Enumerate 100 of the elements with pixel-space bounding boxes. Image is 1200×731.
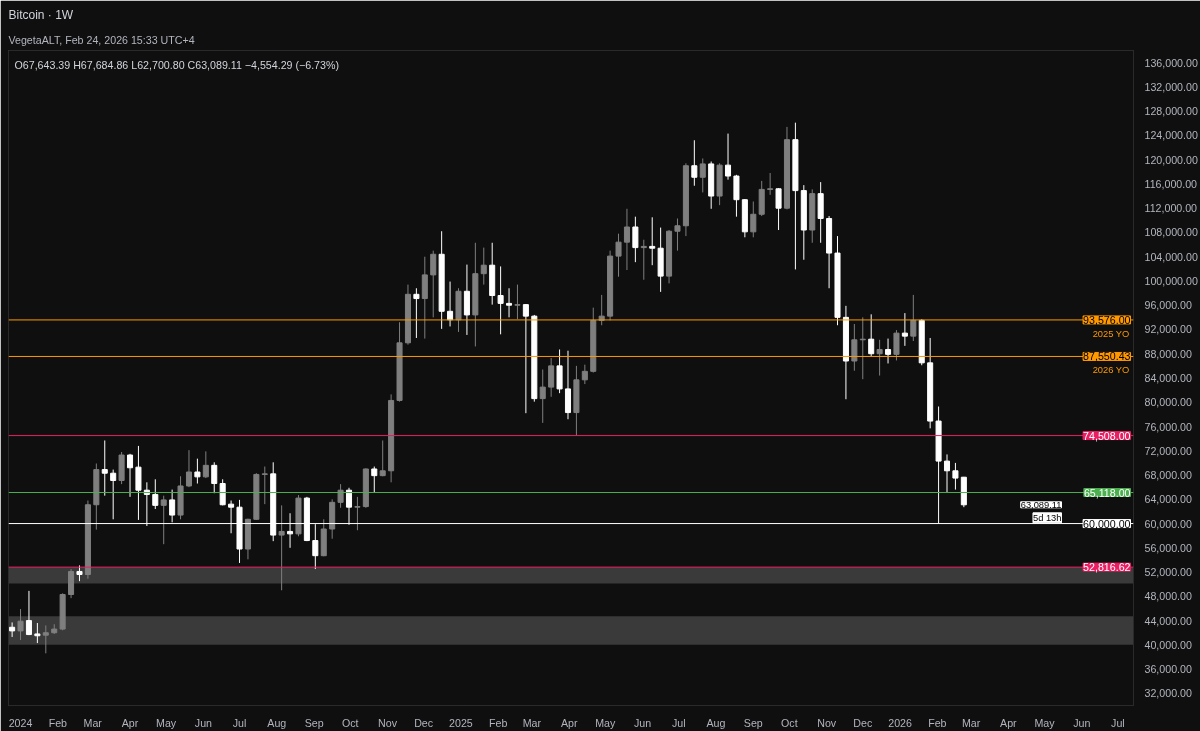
x-tick-label: Apr — [560, 716, 578, 729]
candlestick — [885, 338, 892, 364]
candlestick — [160, 495, 167, 545]
candlestick — [581, 364, 588, 385]
candlestick — [42, 624, 49, 654]
candlestick — [110, 469, 117, 520]
candlestick — [564, 350, 572, 420]
x-tick-label: May — [595, 716, 617, 729]
candlestick — [691, 139, 698, 187]
y-tick-label: 52,000.00 — [1144, 566, 1192, 579]
x-tick-label: Oct — [341, 716, 359, 729]
ref-line-label: 52,816.62 — [1083, 561, 1131, 574]
x-tick-label: 2024 — [8, 716, 33, 729]
x-tick-label: 2026 — [888, 716, 912, 729]
candlestick — [421, 256, 428, 340]
y-tick-label: 80,000.00 — [1144, 396, 1192, 409]
y-tick-label: 108,000.00 — [1144, 226, 1198, 239]
y-tick-label: 100,000.00 — [1144, 274, 1198, 287]
y-tick-label: 116,000.00 — [1144, 177, 1198, 190]
x-tick-label: Oct — [781, 716, 798, 729]
y-tick-label: 32,000.00 — [1144, 687, 1192, 700]
y-tick-label: 84,000.00 — [1144, 372, 1192, 384]
y-tick-label: 76,000.00 — [1144, 420, 1192, 433]
x-tick-label: Feb — [489, 716, 508, 729]
y-tick-label: 60,000.00 — [1144, 517, 1192, 530]
y-tick-label: 128,000.00 — [1144, 105, 1198, 118]
candlestick — [68, 568, 75, 599]
candlestick — [202, 450, 209, 479]
x-tick-label: Jun — [634, 716, 652, 729]
candlestick — [775, 187, 782, 231]
candlestick — [910, 294, 917, 342]
candlestick — [640, 239, 647, 281]
ref-line-label: 93,576.00 — [1083, 313, 1131, 326]
candlestick — [876, 339, 883, 377]
y-tick-label: 92,000.00 — [1144, 323, 1192, 336]
y-tick-label: 124,000.00 — [1144, 129, 1198, 142]
candlestick — [514, 284, 521, 320]
candlestick — [556, 349, 563, 394]
x-tick-label: 2025 — [449, 716, 473, 729]
candlestick — [354, 496, 361, 531]
candlestick — [943, 453, 951, 494]
candlestick — [649, 216, 656, 266]
candlestick — [211, 461, 218, 494]
y-tick-label: 112,000.00 — [1144, 202, 1198, 215]
x-tick-label: Dec — [853, 716, 873, 729]
candlestick — [767, 172, 774, 196]
candlestick — [101, 439, 108, 497]
candlestick — [337, 483, 344, 509]
candlestick — [539, 369, 546, 424]
candlestick — [430, 250, 437, 318]
candlestick — [261, 466, 268, 505]
chart-subtitle: VegetaALT, Feb 24, 2026 15:33 UTC+4 — [8, 33, 195, 46]
x-tick-label: Apr — [121, 716, 139, 729]
candlestick — [379, 439, 386, 477]
candlestick — [632, 216, 639, 263]
candlestick — [219, 478, 226, 506]
y-tick-label: 36,000.00 — [1144, 663, 1192, 676]
chart-title: Bitcoin · 1W — [8, 7, 74, 22]
x-tick-label: Mar — [961, 716, 981, 729]
x-tick-label: May — [1034, 716, 1056, 729]
y-tick-label: 132,000.00 — [1144, 80, 1198, 93]
y-tick-label: 56,000.00 — [1144, 541, 1192, 554]
x-tick-label: Apr — [1000, 716, 1018, 729]
x-tick-label: Jul — [1111, 716, 1125, 729]
candlestick — [615, 233, 622, 278]
candlestick — [522, 303, 529, 414]
candlestick — [674, 218, 681, 252]
candlestick — [278, 504, 285, 591]
candlestick — [548, 357, 555, 398]
candlestick — [733, 174, 740, 218]
y-tick-label: 40,000.00 — [1144, 638, 1192, 651]
annotation: 5d 13h — [1032, 512, 1062, 523]
y-tick-label: 64,000.00 — [1144, 493, 1192, 506]
y-tick-label: 72,000.00 — [1144, 444, 1192, 457]
x-tick-label: Mar — [83, 716, 103, 729]
ref-line-label: 87,550.43 — [1083, 350, 1131, 363]
candlestick — [901, 312, 908, 347]
x-tick-label: May — [156, 716, 177, 729]
candlestick — [623, 208, 630, 271]
candlestick — [127, 453, 134, 498]
x-tick-label: Sep — [304, 716, 324, 729]
ref-line-label: 74,508.00 — [1083, 429, 1131, 442]
candlestick — [506, 287, 513, 318]
annotation: 2026 YO — [1092, 365, 1130, 376]
ref-line-label: 65,118.00 — [1083, 486, 1131, 499]
annotation: 2025 YO — [1092, 328, 1130, 339]
candlestick — [194, 458, 201, 485]
y-tick-label: 96,000.00 — [1144, 299, 1192, 312]
y-tick-label: 104,000.00 — [1144, 250, 1198, 263]
candlestick — [17, 608, 24, 641]
candlestick — [371, 466, 378, 494]
candlestick — [34, 622, 41, 644]
annotation: O67,643.39 H67,684.86 L62,700.80 C63,089.11 −4,554.29 (−6.73%) — [14, 58, 339, 71]
candlestick — [480, 247, 487, 286]
x-tick-label: Jun — [1073, 716, 1091, 729]
annotation: 63,089.11 — [1020, 499, 1062, 510]
y-tick-label: 48,000.00 — [1144, 590, 1192, 603]
y-tick-label: 68,000.00 — [1144, 469, 1192, 482]
x-tick-label: Mar — [522, 716, 542, 729]
y-tick-label: 136,000.00 — [1144, 56, 1198, 69]
